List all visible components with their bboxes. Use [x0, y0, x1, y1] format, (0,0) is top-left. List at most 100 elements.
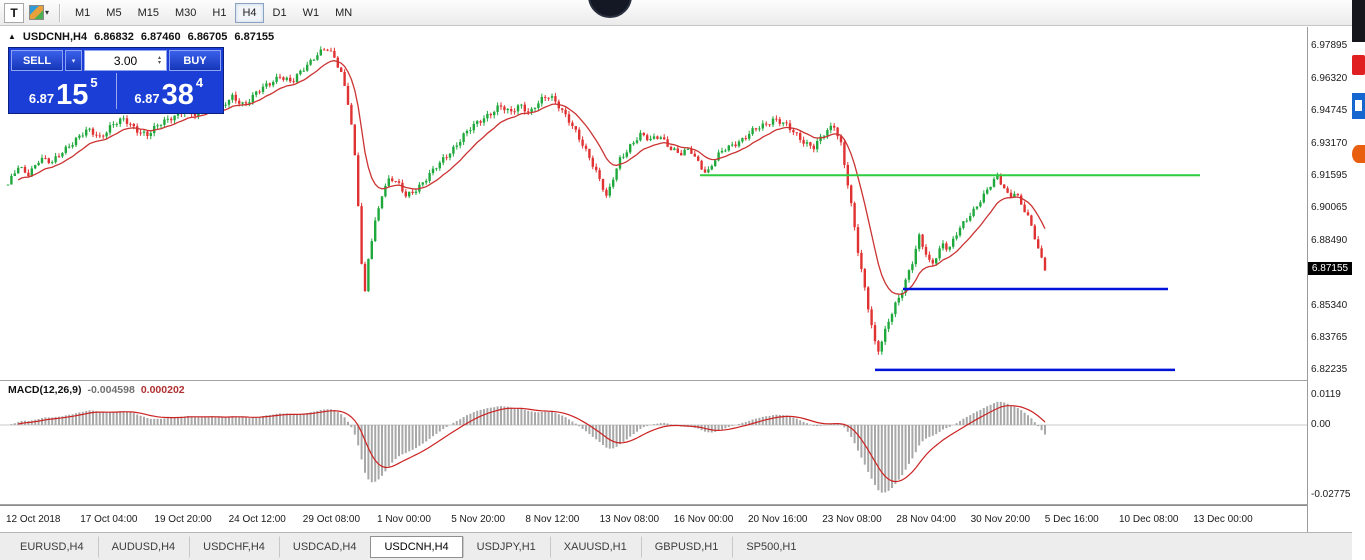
price-axis-label: 6.82235 — [1311, 364, 1348, 375]
macd-axis-label: 0.0119 — [1311, 388, 1341, 400]
price-axis-label: 6.96320 — [1311, 72, 1348, 84]
bar-marker-icon: ▲ — [8, 32, 16, 41]
time-axis-label: 29 Oct 08:00 — [302, 514, 361, 525]
current-price-badge: 6.87155 — [1308, 262, 1352, 276]
time-axis-label: 5 Dec 16:00 — [1044, 514, 1099, 525]
time-axis-label: 19 Oct 20:00 — [154, 514, 212, 525]
price-axis-label: 6.85340 — [1311, 299, 1348, 311]
time-axis-label: 5 Nov 20:00 — [451, 514, 506, 525]
volume-dropdown-button[interactable]: ▾ — [65, 50, 82, 71]
time-axis-label: 20 Nov 16:00 — [748, 514, 808, 525]
macd-axis-label: 0.00 — [1311, 419, 1331, 430]
buy-price-display[interactable]: 6.87 38 4 — [117, 71, 222, 111]
macd-signal-value: 0.000202 — [140, 384, 185, 396]
sell-price-sup: 5 — [90, 75, 98, 90]
macd-bottom-border — [0, 504, 1352, 505]
orange-app-icon[interactable] — [1352, 145, 1365, 163]
volume-spinner[interactable]: ▴ ▾ — [154, 51, 165, 70]
chart-tab-gbpusd-h1[interactable]: GBPUSD,H1 — [640, 536, 733, 558]
timeframe-button-m1[interactable]: M1 — [68, 3, 97, 23]
chart-tab-usdjpy-h1[interactable]: USDJPY,H1 — [462, 536, 550, 558]
buy-price-pips: 38 — [161, 79, 194, 112]
time-axis-label: 24 Oct 12:00 — [228, 514, 286, 525]
spin-up-icon[interactable]: ▴ — [157, 54, 161, 61]
timeframe-toolbar: T ▾ M1 M5 M15 M30 H1 H4 D1 W1 MN — [0, 0, 1352, 26]
blue-app-icon[interactable] — [1352, 93, 1365, 119]
time-axis-label: 8 Nov 12:00 — [525, 514, 580, 525]
timeframe-button-h1[interactable]: H1 — [205, 3, 233, 23]
timeframe-button-d1[interactable]: D1 — [266, 3, 294, 23]
chart-tab-eurusd-h4[interactable]: EURUSD,H4 — [20, 541, 84, 553]
macd-axis-label: -0.02775 — [1311, 489, 1351, 500]
sell-price-pips: 15 — [56, 79, 89, 112]
chevron-down-icon: ▾ — [45, 7, 50, 17]
macd-main-value: -0.004598 — [87, 384, 135, 396]
time-axis-label: 17 Oct 04:00 — [80, 514, 138, 525]
palette-icon — [29, 5, 44, 20]
red-app-icon[interactable] — [1352, 55, 1365, 75]
chart-tab-usdcad-h4[interactable]: USDCAD,H4 — [278, 536, 371, 558]
price-axis-label: 6.93170 — [1311, 137, 1348, 149]
price-axis[interactable] — [1307, 27, 1353, 532]
macd-indicator-label: MACD(12,26,9) -0.004598 0.000202 — [8, 384, 185, 396]
text-tool-button[interactable]: T — [4, 2, 24, 23]
timeframe-button-m15[interactable]: M15 — [131, 3, 166, 23]
time-axis-label: 10 Dec 08:00 — [1119, 514, 1179, 525]
volume-value: 3.00 — [113, 53, 138, 68]
price-axis-label: 6.97895 — [1311, 40, 1348, 51]
chart-tab-audusd-h4[interactable]: AUDUSD,H4 — [97, 536, 190, 558]
buy-price-sup: 4 — [195, 75, 204, 90]
chart-tab-xauusd-h1[interactable]: XAUUSD,H1 — [549, 536, 641, 558]
time-axis-label: 12 Oct 2018 — [6, 514, 61, 525]
sell-button[interactable]: SELL — [11, 50, 63, 71]
chart-tab-bar: EURUSD,H4 AUDUSD,H4 USDCHF,H4 USDCAD,H4 USDC… — [0, 532, 1352, 560]
timeframe-button-m5[interactable]: M5 — [99, 3, 128, 23]
macd-histogram — [10, 401, 1046, 493]
symbol-period-label: USDCNH,H4 — [22, 31, 88, 43]
time-axis-label: 13 Nov 08:00 — [599, 514, 660, 525]
price-chart-svg[interactable] — [0, 27, 1307, 380]
timeframe-button-h4[interactable]: H4 — [235, 2, 264, 23]
chart-tab-sp500-h1[interactable]: SP500,H1 — [732, 536, 810, 558]
price-axis-label: 6.83765 — [1311, 332, 1348, 344]
time-axis-label: 23 Nov 08:00 — [822, 514, 882, 525]
timeframe-button-m30[interactable]: M30 — [168, 3, 203, 23]
macd-signal-line — [18, 405, 1046, 483]
sell-price-display[interactable]: 6.87 15 5 — [11, 71, 116, 111]
quote-low: 6.86705 — [187, 31, 228, 43]
time-axis-label: 28 Nov 04:00 — [896, 514, 956, 525]
time-axis-label: 1 Nov 00:00 — [377, 514, 431, 525]
dark-window-edge — [1352, 0, 1365, 42]
sell-price-big: 6.87 — [28, 91, 55, 106]
pane-splitter[interactable] — [0, 380, 1352, 381]
price-axis-label: 6.91595 — [1311, 170, 1348, 182]
quote-header: ▲ USDCNH,H4 6.86832 6.87460 6.86705 6.87… — [8, 31, 274, 43]
price-axis-label: 6.88490 — [1311, 234, 1348, 246]
chart-tab-usdcnh-h4[interactable]: USDCNH,H4 — [370, 536, 463, 558]
spin-down-icon[interactable]: ▾ — [157, 59, 161, 66]
buy-button[interactable]: BUY — [169, 50, 221, 71]
chart-tab-usdchf-h4[interactable]: USDCHF,H4 — [189, 536, 279, 558]
quote-open: 6.86832 — [94, 31, 134, 43]
macd-name: MACD(12,26,9) — [8, 384, 82, 396]
time-axis[interactable]: 12 Oct 2018 17 Oct 04:00 19 Oct 20:00 24 Oc… — [0, 505, 1352, 533]
price-axis-label: 6.90065 — [1311, 202, 1348, 213]
quote-close: 6.87155 — [234, 31, 275, 43]
ma-line — [17, 60, 1046, 295]
buy-price-big: 6.87 — [134, 91, 160, 106]
time-axis-label: 16 Nov 00:00 — [673, 514, 734, 525]
price-axis-label: 6.94745 — [1311, 105, 1348, 117]
timeframe-button-mn[interactable]: MN — [328, 3, 359, 23]
timeframe-button-group: M1 M5 M15 M30 H1 H4 D1 W1 MN — [68, 2, 359, 23]
time-axis-label: 30 Nov 20:00 — [970, 514, 1031, 525]
time-axis-label: 13 Dec 00:00 — [1193, 514, 1253, 525]
volume-field[interactable]: 3.00 ▴ ▾ — [84, 50, 167, 71]
timeframe-button-w1[interactable]: W1 — [296, 3, 327, 23]
one-click-trading-panel: SELL ▾ 3.00 ▴ ▾ BUY 6.87 15 5 6.87 38 4 — [8, 47, 224, 114]
templates-button[interactable]: ▾ — [26, 2, 52, 24]
desktop-edge-strip — [1352, 0, 1365, 560]
macd-indicator-svg[interactable] — [0, 381, 1307, 504]
toolbar-separator — [59, 3, 62, 22]
quote-high: 6.87460 — [140, 31, 181, 43]
